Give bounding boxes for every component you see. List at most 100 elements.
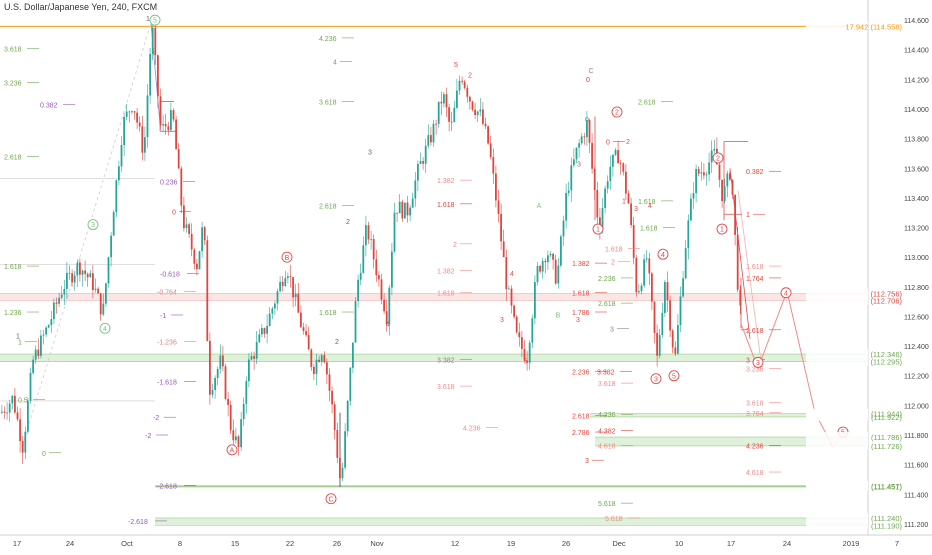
candle bbox=[565, 183, 567, 229]
candle bbox=[619, 159, 622, 175]
candle-body bbox=[11, 395, 14, 404]
candle bbox=[445, 87, 448, 117]
candle-body bbox=[513, 305, 515, 317]
candle-body bbox=[237, 436, 240, 448]
candle-body bbox=[81, 270, 84, 275]
candle-body bbox=[482, 109, 484, 124]
wave-marker: 2 bbox=[468, 73, 472, 80]
candle bbox=[695, 164, 697, 203]
candle-body bbox=[320, 355, 323, 362]
candle-body bbox=[302, 327, 305, 332]
candle bbox=[209, 332, 211, 405]
wave-marker: 0 bbox=[585, 117, 589, 124]
price-label-text: (111.726) bbox=[871, 442, 902, 451]
candle bbox=[297, 282, 300, 313]
price-tick: 111.200 bbox=[904, 522, 928, 529]
candle bbox=[554, 254, 557, 285]
candle-body bbox=[528, 342, 531, 363]
candle-body bbox=[557, 265, 560, 284]
price-tick: 111.600 bbox=[904, 463, 928, 470]
price-label-text: (111.240) bbox=[871, 514, 902, 523]
candle bbox=[417, 160, 419, 191]
candle bbox=[640, 283, 643, 295]
candle bbox=[432, 119, 435, 147]
price-label-bg bbox=[806, 481, 868, 491]
candle bbox=[177, 143, 180, 169]
candle-body bbox=[596, 190, 599, 218]
candle bbox=[190, 223, 193, 257]
candle-body bbox=[375, 259, 378, 276]
candle-body bbox=[365, 225, 367, 246]
candle-body bbox=[705, 174, 708, 176]
candle bbox=[370, 230, 372, 250]
candle-body bbox=[357, 279, 359, 301]
candle-body bbox=[339, 457, 341, 479]
candle bbox=[692, 182, 695, 209]
candle bbox=[731, 179, 734, 199]
fib-label: 3 bbox=[746, 357, 750, 364]
wave-label: 0 bbox=[585, 117, 589, 124]
candle-body bbox=[476, 111, 479, 116]
candle bbox=[310, 348, 313, 371]
candle-body bbox=[560, 236, 562, 266]
candle-body bbox=[138, 122, 141, 127]
candle bbox=[235, 427, 237, 444]
price-label-bg bbox=[806, 440, 868, 450]
wave-label: A bbox=[230, 447, 235, 454]
price-label-text: (112.706) bbox=[870, 297, 902, 306]
candle-body bbox=[193, 249, 196, 264]
time-tick: 12 bbox=[451, 539, 459, 548]
candle bbox=[102, 293, 105, 317]
wave-label: 2 bbox=[335, 339, 339, 346]
chart-title: U.S. Dollar/Japanese Yen, 240, FXCM bbox=[4, 2, 158, 12]
candle-body bbox=[344, 431, 346, 468]
price-tick: 113.600 bbox=[904, 166, 929, 173]
zone-band bbox=[0, 354, 868, 362]
fib-label: 4.618 bbox=[598, 443, 616, 450]
price-label: (111.922) bbox=[806, 411, 902, 422]
candle bbox=[11, 394, 14, 410]
fib-label: 2 bbox=[611, 260, 615, 267]
candle bbox=[658, 328, 661, 359]
candle bbox=[326, 358, 328, 384]
candle bbox=[292, 277, 294, 308]
candle-body bbox=[206, 240, 209, 341]
candle bbox=[710, 140, 713, 173]
candle bbox=[622, 162, 625, 176]
candle-body bbox=[172, 110, 175, 120]
price-label: (111.451) bbox=[806, 481, 902, 492]
candle-body bbox=[671, 330, 674, 348]
candle bbox=[118, 160, 120, 186]
price-tick: 112.800 bbox=[904, 285, 929, 292]
fib-label: 3.618 bbox=[598, 381, 616, 388]
candle-body bbox=[261, 328, 263, 335]
candle bbox=[627, 190, 630, 205]
candle bbox=[255, 331, 258, 365]
fib-label: 0 bbox=[42, 451, 46, 458]
candle bbox=[79, 258, 81, 282]
candle bbox=[193, 247, 196, 270]
fib-label: 1.382 bbox=[437, 178, 455, 185]
price-label-bg bbox=[806, 432, 868, 442]
candle bbox=[705, 171, 708, 186]
candle-body bbox=[151, 27, 154, 54]
candle bbox=[736, 226, 739, 293]
candle-body bbox=[695, 169, 697, 194]
candle-body bbox=[310, 349, 313, 367]
wave-circle bbox=[281, 251, 293, 263]
candle bbox=[219, 344, 222, 374]
candle-body bbox=[424, 145, 427, 164]
wave-label: 0 bbox=[586, 77, 590, 84]
candle-body bbox=[612, 154, 614, 167]
price-axis: 114.600 114.400 114.200 114.000 113.800 113.6… bbox=[806, 0, 932, 550]
candle bbox=[539, 264, 541, 274]
wave-label: 2 bbox=[346, 219, 350, 226]
candle-body bbox=[167, 126, 170, 131]
wave-label: 4 bbox=[784, 290, 788, 297]
price-label-text: (111.451) bbox=[871, 483, 902, 492]
candle-body bbox=[601, 207, 604, 229]
time-tick: 17 bbox=[13, 539, 21, 548]
fib-label: 1.382 bbox=[437, 269, 455, 276]
wave-marker: 1 bbox=[16, 333, 20, 340]
